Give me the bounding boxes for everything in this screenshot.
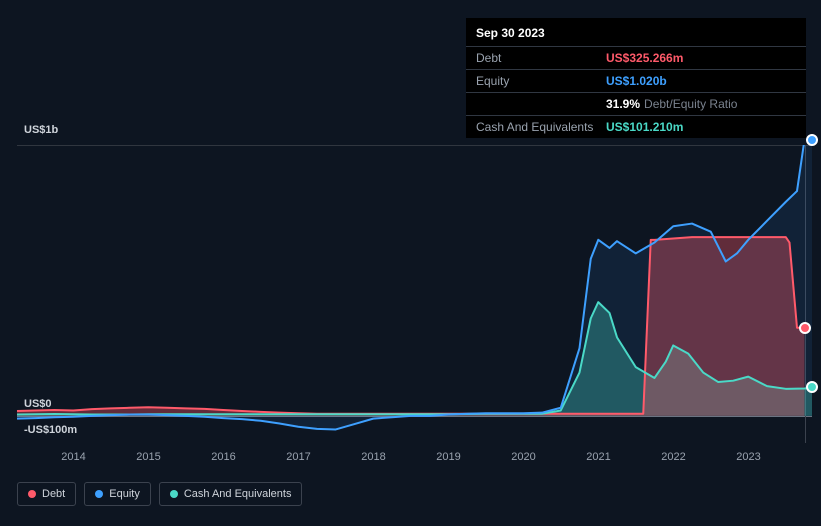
xlabel: 2015 xyxy=(136,451,160,463)
xlabel: 2023 xyxy=(736,451,760,463)
xlabel: 2022 xyxy=(661,451,685,463)
tooltip-ratio-spacer xyxy=(476,97,606,111)
chart-plot[interactable] xyxy=(17,145,812,443)
xlabel: 2014 xyxy=(61,451,85,463)
tooltip-ratio-label: Debt/Equity Ratio xyxy=(644,97,737,111)
legend-label: Equity xyxy=(109,488,140,500)
xlabel: 2017 xyxy=(286,451,310,463)
end-marker-debt xyxy=(799,322,811,334)
xlabel: 2019 xyxy=(436,451,460,463)
xlabel: 2020 xyxy=(511,451,535,463)
legend-label: Cash And Equivalents xyxy=(184,488,292,500)
end-marker-equity xyxy=(806,134,818,146)
legend-debt[interactable]: Debt xyxy=(17,482,76,506)
tooltip-equity-label: Equity xyxy=(476,74,606,88)
tooltip-ratio-pct: 31.9% xyxy=(606,97,640,111)
end-marker-cash xyxy=(806,381,818,393)
circle-icon xyxy=(170,490,178,498)
tooltip-debt-label: Debt xyxy=(476,51,606,65)
legend-label: Debt xyxy=(42,488,65,500)
ylabel-max: US$1b xyxy=(24,124,58,136)
tooltip-cash-value: US$101.210m xyxy=(606,120,683,134)
tooltip-cash-label: Cash And Equivalents xyxy=(476,120,606,134)
tooltip-equity-value: US$1.020b xyxy=(606,74,667,88)
circle-icon xyxy=(95,490,103,498)
tooltip-date: Sep 30 2023 xyxy=(466,18,806,46)
chart-tooltip: Sep 30 2023 Debt US$325.266m Equity US$1… xyxy=(466,18,806,138)
legend-cash[interactable]: Cash And Equivalents xyxy=(159,482,303,506)
tooltip-ratio: 31.9% Debt/Equity Ratio xyxy=(606,97,737,111)
xlabel: 2018 xyxy=(361,451,385,463)
tooltip-debt-value: US$325.266m xyxy=(606,51,683,65)
legend-equity[interactable]: Equity xyxy=(84,482,151,506)
series-fill-debt xyxy=(17,237,805,416)
xlabel: 2021 xyxy=(586,451,610,463)
legend: Debt Equity Cash And Equivalents xyxy=(17,482,302,506)
circle-icon xyxy=(28,490,36,498)
xlabel: 2016 xyxy=(211,451,235,463)
